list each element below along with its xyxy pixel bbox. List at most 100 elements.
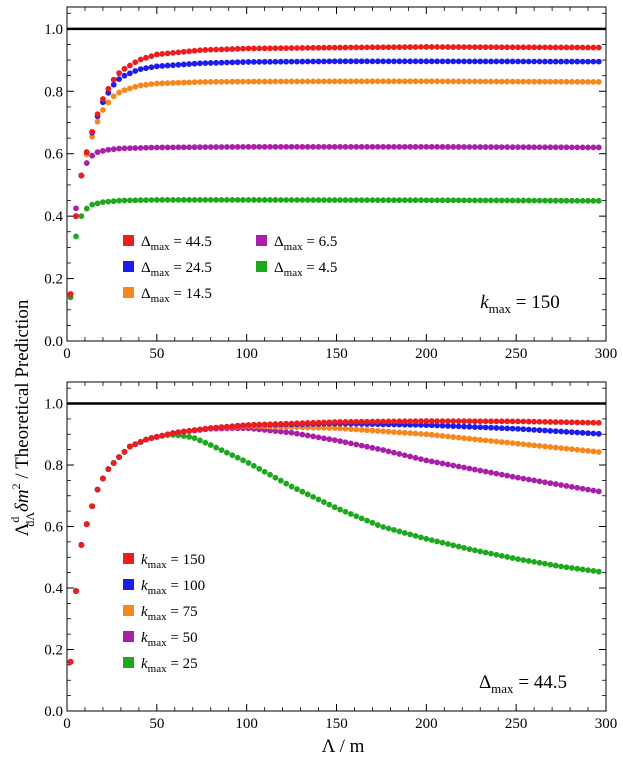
data-point — [385, 78, 392, 85]
data-point — [213, 197, 220, 203]
data-point — [563, 144, 570, 151]
data-point — [482, 197, 489, 204]
data-point — [585, 197, 591, 204]
data-point — [256, 143, 263, 150]
data-point — [568, 565, 575, 571]
data-point — [531, 78, 538, 85]
data-point — [536, 478, 543, 485]
data-point — [100, 107, 106, 113]
data-point — [488, 550, 494, 557]
y-tick-label: 0.2 — [44, 272, 63, 288]
data-point — [197, 197, 203, 203]
data-point — [191, 60, 198, 67]
data-point — [364, 427, 370, 434]
data-point — [288, 483, 295, 490]
data-point — [261, 78, 268, 85]
data-point — [245, 143, 252, 150]
data-point — [531, 58, 538, 65]
data-point — [207, 60, 214, 66]
data-point — [434, 58, 441, 65]
data-point — [191, 435, 198, 442]
data-point — [186, 144, 193, 151]
data-point — [520, 426, 527, 433]
y-tick-label: 0.6 — [44, 147, 63, 163]
data-point — [585, 419, 591, 426]
data-point — [304, 78, 311, 85]
data-point — [471, 547, 478, 554]
data-point — [547, 58, 554, 65]
series-2 — [67, 423, 602, 665]
data-point — [590, 419, 597, 426]
data-point — [100, 147, 106, 154]
data-point — [180, 61, 187, 68]
data-point — [191, 47, 198, 54]
data-point — [407, 418, 414, 425]
data-point — [585, 486, 591, 493]
data-point — [515, 418, 521, 425]
data-point — [299, 420, 306, 427]
data-point — [326, 419, 333, 426]
data-point — [385, 525, 392, 532]
data-point — [240, 45, 246, 52]
data-point — [482, 424, 489, 431]
data-point — [261, 197, 268, 203]
data-point — [385, 428, 392, 435]
data-point — [450, 58, 457, 65]
data-point — [261, 58, 268, 65]
data-point — [391, 143, 397, 150]
data-point — [277, 197, 284, 203]
data-point — [498, 425, 505, 432]
data-point — [531, 197, 538, 204]
data-point — [412, 532, 419, 539]
data-point — [137, 56, 144, 63]
x-tick-label: 50 — [149, 716, 164, 732]
data-point — [207, 425, 214, 432]
data-point — [547, 419, 554, 425]
data-point — [380, 44, 387, 51]
data-point — [218, 59, 225, 66]
data-point — [121, 87, 128, 94]
data-point — [595, 449, 602, 455]
data-point — [509, 197, 516, 204]
data-point — [283, 429, 290, 436]
data-point — [423, 431, 430, 438]
data-point — [267, 471, 273, 478]
data-point — [245, 197, 252, 203]
data-point — [385, 448, 392, 455]
data-point — [218, 424, 225, 431]
data-point — [67, 291, 74, 298]
data-point — [477, 436, 484, 443]
data-point — [126, 197, 133, 204]
data-point — [353, 143, 360, 150]
data-point — [509, 425, 516, 432]
panel-annotation: kmax = 150 — [480, 292, 560, 316]
data-point — [126, 85, 133, 92]
data-point — [579, 144, 586, 151]
data-point — [477, 424, 484, 431]
data-point — [547, 197, 554, 204]
data-point — [272, 143, 279, 150]
data-point — [434, 459, 441, 466]
data-point — [224, 78, 230, 85]
data-point — [143, 144, 149, 151]
data-point — [353, 513, 360, 520]
data-point — [132, 68, 139, 74]
data-point — [563, 428, 570, 435]
data-point — [391, 197, 397, 204]
data-point — [536, 58, 543, 65]
x-tick-label: 100 — [235, 346, 258, 362]
data-point — [272, 45, 279, 52]
data-point — [407, 78, 414, 85]
data-point — [396, 429, 403, 436]
data-point — [396, 143, 403, 150]
data-point — [552, 419, 559, 425]
data-point — [525, 197, 532, 204]
data-point — [455, 434, 462, 441]
data-point — [240, 143, 246, 150]
data-point — [590, 568, 597, 574]
data-point — [83, 149, 90, 156]
data-point — [493, 58, 500, 65]
data-point — [509, 144, 516, 151]
data-point — [159, 51, 166, 57]
data-point — [83, 205, 90, 212]
